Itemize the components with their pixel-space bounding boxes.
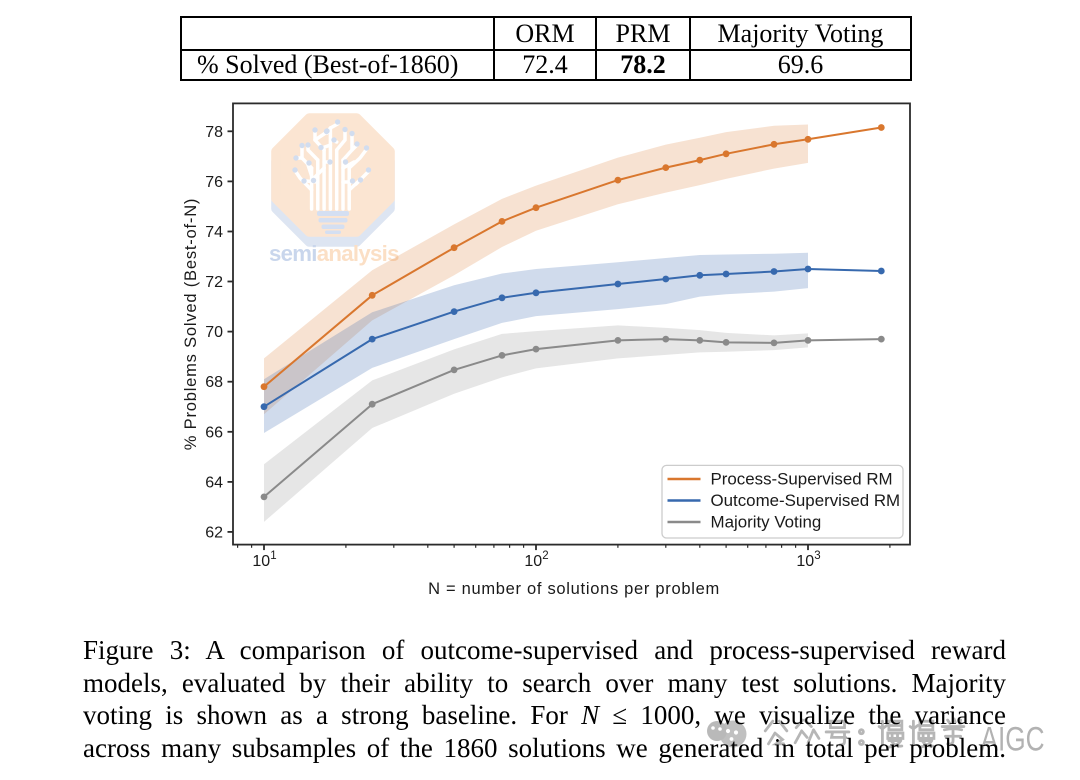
svg-text:% Problems Solved (Best-of-N): % Problems Solved (Best-of-N) bbox=[182, 198, 200, 450]
svg-text:102: 102 bbox=[524, 550, 548, 570]
svg-text:66: 66 bbox=[205, 424, 223, 441]
svg-text:74: 74 bbox=[205, 224, 223, 241]
svg-text:62: 62 bbox=[205, 524, 223, 541]
svg-text:Process-Supervised RM: Process-Supervised RM bbox=[711, 470, 893, 489]
svg-text:AIGC: AIGC bbox=[981, 720, 1045, 758]
svg-text:68: 68 bbox=[205, 374, 223, 391]
svg-text:N = number of solutions per pr: N = number of solutions per problem bbox=[428, 580, 720, 598]
svg-text:78: 78 bbox=[205, 124, 223, 141]
svg-text:72: 72 bbox=[205, 274, 223, 291]
svg-text:Majority Voting: Majority Voting bbox=[711, 513, 822, 532]
svg-text:70: 70 bbox=[205, 324, 223, 341]
svg-text:103: 103 bbox=[796, 550, 820, 570]
svg-text:64: 64 bbox=[205, 474, 223, 491]
svg-text:semianalysis: semianalysis bbox=[269, 241, 399, 266]
svg-text:101: 101 bbox=[252, 550, 276, 570]
svg-text:76: 76 bbox=[205, 174, 223, 191]
svg-text:Outcome-Supervised RM: Outcome-Supervised RM bbox=[711, 491, 901, 510]
